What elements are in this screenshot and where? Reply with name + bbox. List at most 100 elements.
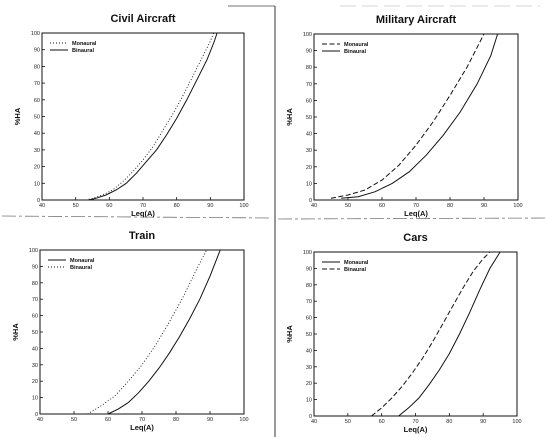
legend-label-monaural: Monaural: [344, 260, 369, 266]
y-tick-label: 80: [32, 281, 38, 287]
y-tick-label: 100: [31, 31, 40, 37]
y-tick-label: 10: [32, 396, 38, 402]
y-tick-label: 40: [34, 131, 40, 137]
chart-panel-4: Cars 40 50 60 70 80 90 100 0 10 20 30 40 50 60 70 80 90 10…: [285, 232, 522, 434]
x-tick-label: 60: [379, 419, 385, 425]
y-tick-label: 100: [303, 32, 312, 38]
y-tick-label: 90: [306, 49, 312, 55]
chart-title: Train: [129, 230, 156, 242]
y-tick-label: 20: [34, 165, 40, 171]
y-tick-label: 70: [306, 299, 312, 305]
y-tick-label: 30: [306, 148, 312, 154]
x-tick-label: 40: [311, 419, 317, 425]
y-tick-label: 90: [32, 264, 38, 270]
chart-title: Civil Aircraft: [110, 13, 175, 25]
x-axis-label: Leq(A): [404, 209, 428, 218]
legend-label-monaural: Monaural: [72, 41, 97, 47]
x-tick-label: 50: [345, 203, 351, 209]
y-tick-label: 70: [32, 297, 38, 303]
x-axis-label: Leq(A): [131, 209, 155, 218]
y-axis-label: %HA: [13, 107, 22, 125]
x-tick-label: 40: [37, 417, 43, 423]
y-tick-label: 80: [306, 65, 312, 71]
y-tick-label: 40: [306, 348, 312, 354]
chart-panel-1: Civil Aircraft 40 50 60 70 80 90 100 0 10 20 30 40 50…: [13, 13, 249, 218]
x-tick-label: 70: [412, 419, 418, 425]
y-tick-label: 60: [306, 98, 312, 104]
y-tick-label: 0: [309, 198, 312, 204]
x-tick-label: 50: [73, 203, 79, 209]
y-tick-label: 20: [306, 381, 312, 387]
x-tick-label: 100: [512, 419, 521, 425]
x-tick-label: 50: [71, 417, 77, 423]
y-axis-label: %HA: [285, 325, 294, 343]
series-line-binaural: [341, 33, 499, 199]
y-tick-label: 30: [32, 363, 38, 369]
legend-label-binaural: Binaural: [344, 267, 366, 273]
plot-frame: [41, 32, 245, 201]
y-tick-label: 10: [34, 181, 40, 187]
x-tick-label: 100: [239, 417, 248, 423]
y-tick-label: 90: [306, 266, 312, 272]
quadrant-divider-horizontal-left: [1, 215, 273, 219]
x-tick-label: 100: [513, 203, 522, 209]
chart-title: Military Aircraft: [376, 14, 457, 26]
y-tick-label: 100: [29, 248, 38, 254]
x-tick-label: 40: [311, 203, 317, 209]
x-tick-label: 80: [446, 419, 452, 425]
x-tick-label: 90: [207, 203, 213, 209]
y-tick-label: 80: [306, 283, 312, 289]
series-line-monaural: [85, 32, 215, 201]
series-line-monaural: [330, 33, 485, 199]
y-tick-label: 70: [306, 82, 312, 88]
x-tick-label: 70: [140, 203, 146, 209]
x-tick-label: 70: [139, 417, 145, 423]
y-tick-label: 30: [306, 365, 312, 371]
x-tick-label: 90: [480, 419, 486, 425]
chart-panel-2: Military Aircraft 40 50 60 70 80 90 100 0 10 20 30 4…: [285, 14, 523, 218]
plot-frame: [313, 33, 519, 201]
x-tick-label: 80: [447, 203, 453, 209]
y-axis-label: %HA: [285, 108, 294, 126]
series-line-monaural: [107, 249, 221, 415]
y-tick-label: 10: [306, 398, 312, 404]
y-tick-label: 40: [32, 346, 38, 352]
y-tick-label: 0: [37, 198, 40, 204]
series-line-binaural: [88, 32, 218, 201]
legend-label-binaural: Binaural: [72, 48, 94, 54]
y-tick-label: 40: [306, 132, 312, 138]
x-tick-label: 80: [174, 203, 180, 209]
y-tick-label: 10: [306, 181, 312, 187]
y-tick-label: 0: [309, 414, 312, 420]
series-line-binaural: [371, 251, 491, 417]
series-line-monaural: [398, 251, 501, 417]
y-tick-label: 60: [306, 316, 312, 322]
legend-label-monaural: Monaural: [344, 42, 369, 48]
x-tick-label: 50: [345, 419, 351, 425]
x-axis-label: Leq(A): [404, 425, 428, 434]
series-line-binaural: [87, 249, 207, 415]
x-tick-label: 70: [413, 203, 419, 209]
chart-panel-3: Train 40 50 60 70 80 90 100 0 10 20 30 40 50 60 70 80 90 1…: [11, 230, 249, 432]
y-tick-label: 60: [34, 98, 40, 104]
x-tick-label: 90: [481, 203, 487, 209]
x-tick-label: 60: [379, 203, 385, 209]
y-tick-label: 90: [34, 48, 40, 54]
x-tick-label: 80: [173, 417, 179, 423]
y-tick-label: 50: [306, 115, 312, 121]
y-tick-label: 100: [303, 250, 312, 256]
chart-title: Cars: [403, 232, 427, 244]
y-tick-label: 20: [32, 379, 38, 385]
x-tick-label: 90: [207, 417, 213, 423]
legend-label-binaural: Binaural: [70, 265, 92, 271]
y-tick-label: 20: [306, 165, 312, 171]
y-tick-label: 0: [35, 412, 38, 418]
y-axis-label: %HA: [11, 323, 20, 341]
x-tick-label: 40: [39, 203, 45, 209]
x-axis-label: Leq(A): [130, 423, 154, 432]
y-tick-label: 50: [32, 330, 38, 336]
x-tick-label: 100: [239, 203, 248, 209]
y-tick-label: 50: [306, 332, 312, 338]
y-tick-label: 80: [34, 64, 40, 70]
